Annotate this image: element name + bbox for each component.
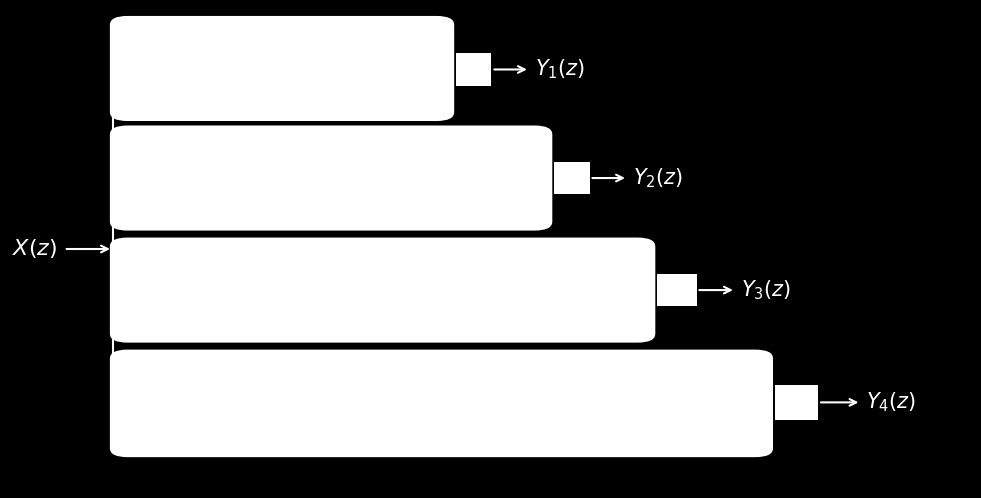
FancyBboxPatch shape: [110, 238, 655, 343]
Text: $Y_3(z)$: $Y_3(z)$: [741, 278, 791, 302]
Bar: [657, 274, 697, 306]
Bar: [554, 162, 590, 194]
FancyBboxPatch shape: [110, 16, 454, 121]
Text: $Y_1(z)$: $Y_1(z)$: [535, 57, 585, 81]
Text: $Y_4(z)$: $Y_4(z)$: [866, 390, 916, 414]
Bar: [456, 53, 491, 86]
Bar: [775, 385, 818, 420]
FancyBboxPatch shape: [110, 350, 773, 457]
Text: $Y_2(z)$: $Y_2(z)$: [633, 166, 683, 190]
FancyBboxPatch shape: [110, 125, 552, 231]
Text: $X(z)$: $X(z)$: [12, 238, 57, 260]
